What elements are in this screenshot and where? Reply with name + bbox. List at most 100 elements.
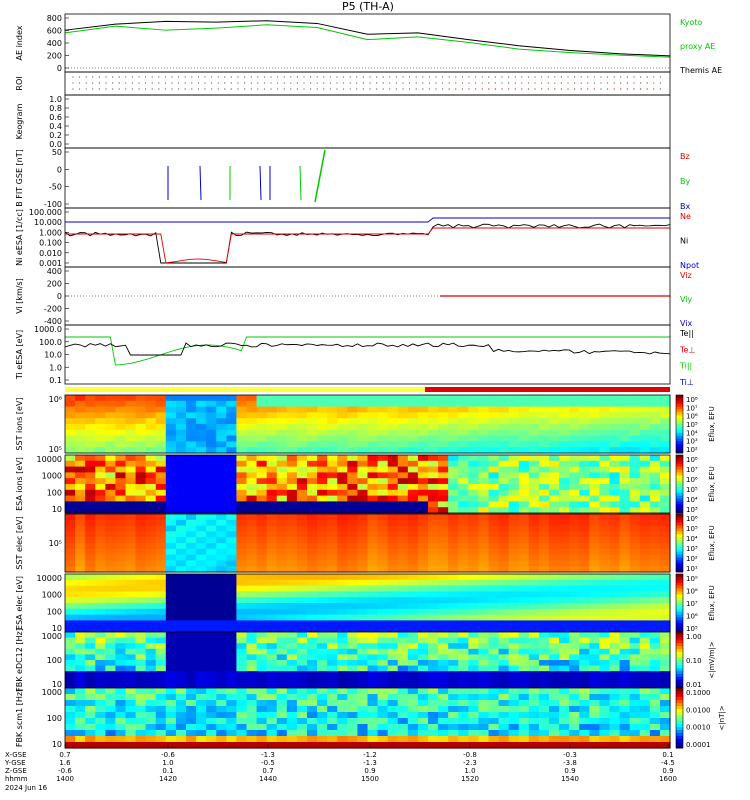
roi-dot <box>633 88 635 90</box>
footer-value: 1520 <box>461 775 479 783</box>
roi-dot <box>580 82 582 84</box>
ytick-esa_e: 10000 <box>37 574 62 583</box>
roi-dot <box>435 82 437 84</box>
roi-dot <box>329 88 331 90</box>
roi-dot <box>613 88 615 90</box>
roi-dot <box>79 88 81 90</box>
roi-dot <box>145 76 147 78</box>
ytick-fbk_b: 1000 <box>42 688 62 697</box>
footer-label-2: Z-GSE <box>5 767 27 775</box>
roi-dot <box>303 88 305 90</box>
cblabel-sst_i: Eflux, EFU <box>708 406 716 441</box>
footer-value: 0.9 <box>364 767 375 775</box>
footer-value: -1.3 <box>363 759 377 767</box>
roi-dot <box>574 76 576 78</box>
roi-dot <box>244 82 246 84</box>
cbtick-sst_i: 10³ <box>686 438 698 446</box>
roi-dot <box>92 82 94 84</box>
roi-dot <box>323 88 325 90</box>
roi-dot <box>415 76 417 78</box>
footer-value: 0.9 <box>564 767 575 775</box>
roi-dot <box>158 88 160 90</box>
roi-dot <box>178 76 180 78</box>
ylabel-vi: Vi [km/s] <box>15 278 24 314</box>
roi-dot <box>105 88 107 90</box>
roi-dot <box>494 88 496 90</box>
bfit-trace <box>299 165 302 201</box>
roi-dot <box>369 82 371 84</box>
legend-vi: Viz <box>680 271 692 280</box>
roi-dot <box>296 88 298 90</box>
ytick-kp: 0.6 <box>49 113 62 122</box>
footer-value: -0.6 <box>161 751 175 759</box>
legend-ti: Ti⊥ <box>679 378 694 387</box>
roi-dot <box>653 76 655 78</box>
roi-dot <box>296 82 298 84</box>
roi-dot <box>191 76 193 78</box>
roi-dot <box>442 82 444 84</box>
cblabel-esa_i: Eflux, EFU <box>708 466 716 501</box>
footer-label-0: X-GSE <box>5 751 27 759</box>
heatmap-fbk_b <box>65 688 671 749</box>
roi-dot <box>72 88 74 90</box>
cbtick-fbk_b: 0.0010 <box>686 724 711 732</box>
ytick-bfit: -50 <box>49 183 62 192</box>
roi-dot <box>607 88 609 90</box>
panel-fbk_e: FBK eDC12 [Hz] 1000 100 10 1.00 0.10 0.01 <|mV/… <box>15 628 716 692</box>
roi-dot <box>250 88 252 90</box>
legend-ni: Npot <box>680 261 699 270</box>
roi-dot <box>580 88 582 90</box>
ytick-fbk_e: 100 <box>47 656 62 665</box>
cbtick-esa_i: 10³ <box>686 506 698 514</box>
roi-dot <box>554 76 556 78</box>
roi-dot <box>508 76 510 78</box>
ylabel-ae: AE index <box>15 25 24 60</box>
frame-roi <box>64 71 671 96</box>
roi-dot <box>356 82 358 84</box>
panel-sst_i: SST ions [eV] 10⁶10⁵10⁸10⁷10⁶10⁵10⁴10³10²… <box>15 394 716 454</box>
ytick-esa_i: 10000 <box>37 455 62 464</box>
roi-dot <box>409 88 411 90</box>
roi-dot <box>389 88 391 90</box>
roi-dot <box>402 82 404 84</box>
ylabel-esa_e: ESA elec [eV] <box>15 576 24 630</box>
roi-dot <box>323 76 325 78</box>
ylabel-sst_e: SST elec [eV] <box>15 516 24 569</box>
roi-dot <box>376 76 378 78</box>
panel-ae: AE index 800 600 400 200 0 Kyoto proxy AE Themis… <box>15 13 722 75</box>
roi-dot <box>567 88 569 90</box>
roi-dot <box>336 76 338 78</box>
roi-dot <box>224 88 226 90</box>
roi-dot <box>481 88 483 90</box>
roi-dot <box>395 76 397 78</box>
footer-value: -0.6 <box>58 767 72 775</box>
roi-dot <box>290 88 292 90</box>
roi-dot <box>85 82 87 84</box>
heatmap-esa_e <box>65 574 671 633</box>
roi-dot <box>316 76 318 78</box>
ytick-kp: 0.8 <box>49 104 62 113</box>
roi-dot <box>237 76 239 78</box>
roi-dot <box>257 82 259 84</box>
roi-dot <box>501 76 503 78</box>
roi-dot <box>118 88 120 90</box>
roi-dot <box>283 76 285 78</box>
roi-dot <box>402 88 404 90</box>
roi-dot <box>145 82 147 84</box>
cbtick-sst_i: 10⁸ <box>686 396 698 404</box>
legend-ni: Ni <box>680 237 688 246</box>
roi-dot <box>349 82 351 84</box>
footer-value: 1.0 <box>162 759 173 767</box>
roi-dot <box>98 76 100 78</box>
panel-sst_e: SST elec [eV] 10⁵ 10⁶ 10⁵ 10⁴ 10³ 10² 10¹ Eflux,… <box>15 513 716 573</box>
roi-dot <box>415 82 417 84</box>
roi-dot <box>118 76 120 78</box>
roi-dot <box>112 76 114 78</box>
ytick-esa_i: 10 <box>52 505 62 514</box>
roi-dot <box>343 76 345 78</box>
roi-dot <box>343 88 345 90</box>
roi-dot <box>125 82 127 84</box>
plot-title: P5 (TH-A) <box>342 0 394 13</box>
roi-dot <box>587 76 589 78</box>
roi-dot <box>303 82 305 84</box>
